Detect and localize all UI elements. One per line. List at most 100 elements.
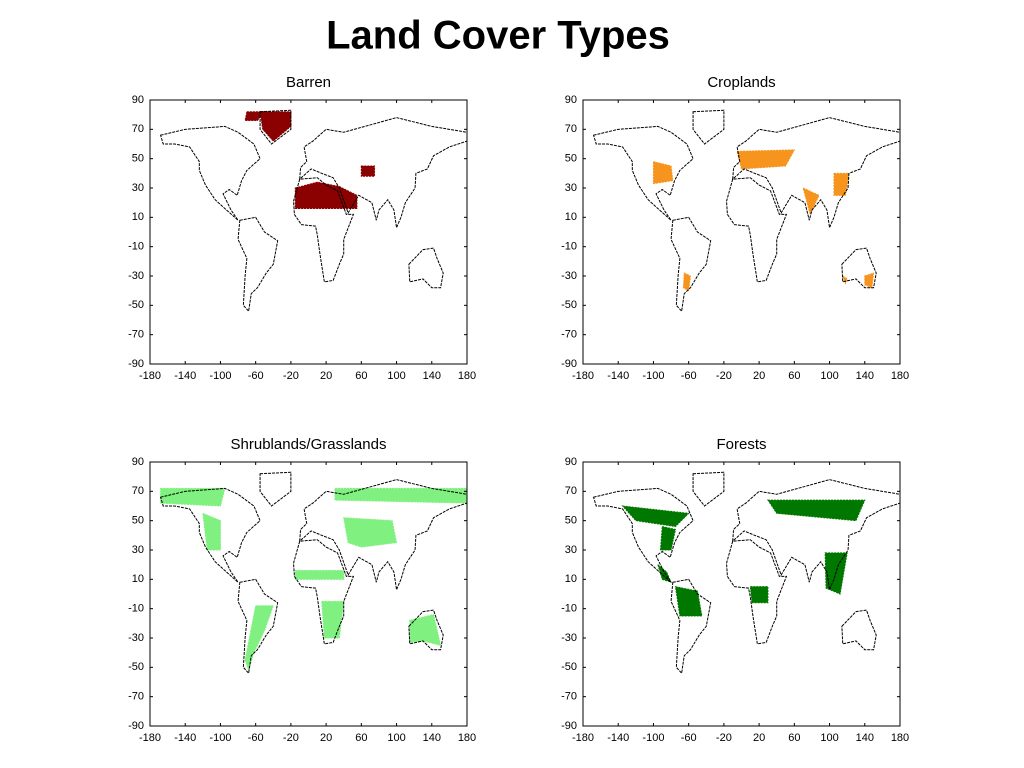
x-tick-label: -60 bbox=[681, 732, 697, 744]
x-tick-label: -20 bbox=[283, 370, 299, 382]
x-tick-label: 20 bbox=[753, 732, 765, 744]
coastline bbox=[670, 216, 712, 313]
plot-frame bbox=[582, 99, 901, 365]
y-tick-label: -90 bbox=[561, 358, 577, 370]
land-cover-region bbox=[621, 505, 690, 528]
y-tick-label: -90 bbox=[128, 358, 144, 370]
y-tick-label: 50 bbox=[565, 153, 577, 165]
y-tick-label: 90 bbox=[565, 94, 577, 106]
x-tick-label: 60 bbox=[788, 370, 800, 382]
map-panel: Forests -180 -140 -100 -60 -20 20 60 100 140 180 90… bbox=[561, 436, 909, 744]
y-tick-label: -30 bbox=[128, 632, 144, 644]
x-tick-label: -180 bbox=[139, 732, 161, 744]
y-tick-label: 90 bbox=[132, 456, 144, 468]
x-tick-label: 20 bbox=[753, 370, 765, 382]
y-tick-label: -70 bbox=[128, 329, 144, 341]
y-tick-label: -50 bbox=[561, 661, 577, 673]
land-cover-region bbox=[259, 111, 292, 142]
x-tick-label: 100 bbox=[387, 732, 405, 744]
coastline bbox=[670, 578, 712, 675]
y-tick-label: -10 bbox=[128, 241, 144, 253]
x-tick-label: -20 bbox=[283, 732, 299, 744]
y-tick-label: 30 bbox=[565, 544, 577, 556]
coastline bbox=[159, 125, 261, 221]
y-tick-label: -10 bbox=[561, 241, 577, 253]
y-tick-label: -30 bbox=[561, 270, 577, 282]
land-cover-region bbox=[659, 525, 677, 551]
coastline bbox=[841, 247, 877, 289]
land-cover-region bbox=[294, 570, 345, 580]
y-tick-label: 70 bbox=[565, 123, 577, 135]
x-tick-label: 100 bbox=[820, 732, 838, 744]
coastline bbox=[408, 247, 444, 289]
y-tick-label: 90 bbox=[132, 94, 144, 106]
x-tick-label: 100 bbox=[387, 370, 405, 382]
x-tick-label: -100 bbox=[642, 370, 664, 382]
y-tick-label: -70 bbox=[561, 691, 577, 703]
land-cover-region bbox=[766, 499, 866, 522]
land-cover-region bbox=[674, 586, 703, 617]
land-cover-region bbox=[841, 274, 848, 285]
x-tick-label: -60 bbox=[248, 732, 264, 744]
panel-title: Forests bbox=[716, 436, 766, 453]
coastline bbox=[592, 487, 694, 583]
y-tick-label: 70 bbox=[132, 485, 144, 497]
y-tick-label: 10 bbox=[565, 573, 577, 585]
y-tick-label: 10 bbox=[565, 211, 577, 223]
land-cover-region bbox=[294, 181, 358, 210]
x-tick-label: 60 bbox=[355, 732, 367, 744]
y-tick-label: -30 bbox=[128, 270, 144, 282]
x-tick-label: 100 bbox=[820, 370, 838, 382]
x-tick-label: 180 bbox=[891, 370, 909, 382]
coastline bbox=[841, 609, 877, 651]
coastline bbox=[726, 177, 788, 283]
x-tick-label: 60 bbox=[788, 732, 800, 744]
x-tick-label: -140 bbox=[607, 370, 629, 382]
land-cover-region bbox=[409, 613, 442, 647]
y-tick-label: -10 bbox=[128, 603, 144, 615]
panel-title: Shrublands/Grasslands bbox=[231, 436, 387, 453]
land-cover-region bbox=[749, 586, 769, 604]
y-tick-label: -30 bbox=[561, 632, 577, 644]
plot-frame bbox=[149, 461, 468, 727]
land-cover-region bbox=[864, 272, 875, 289]
coastline bbox=[259, 109, 292, 145]
y-tick-label: 50 bbox=[565, 515, 577, 527]
y-tick-label: 10 bbox=[132, 573, 144, 585]
x-tick-label: -180 bbox=[572, 732, 594, 744]
x-tick-label: -60 bbox=[248, 370, 264, 382]
y-tick-label: -50 bbox=[561, 299, 577, 311]
coastline bbox=[692, 109, 725, 145]
land-cover-region bbox=[244, 605, 274, 672]
x-tick-label: -140 bbox=[174, 732, 196, 744]
land-cover-region bbox=[736, 149, 796, 170]
x-tick-label: -60 bbox=[681, 370, 697, 382]
y-tick-label: -90 bbox=[128, 720, 144, 732]
y-tick-label: 70 bbox=[132, 123, 144, 135]
slide-title: Land Cover Types bbox=[326, 14, 670, 58]
x-tick-label: 140 bbox=[856, 370, 874, 382]
coastline bbox=[299, 479, 468, 592]
coastline bbox=[408, 609, 444, 651]
land-cover-region bbox=[202, 512, 221, 551]
y-tick-label: 10 bbox=[132, 211, 144, 223]
y-tick-label: -50 bbox=[128, 661, 144, 673]
y-tick-label: 90 bbox=[565, 456, 577, 468]
y-tick-label: -90 bbox=[561, 720, 577, 732]
land-cover-region bbox=[682, 272, 691, 292]
x-tick-label: -180 bbox=[139, 370, 161, 382]
x-tick-label: 60 bbox=[355, 370, 367, 382]
y-tick-label: 30 bbox=[132, 544, 144, 556]
panel-title: Barren bbox=[286, 74, 331, 91]
land-cover-region bbox=[833, 172, 850, 196]
x-tick-label: -180 bbox=[572, 370, 594, 382]
x-tick-label: -100 bbox=[209, 370, 231, 382]
coastline bbox=[159, 487, 261, 583]
panel-title: Croplands bbox=[707, 74, 775, 91]
x-tick-label: -140 bbox=[607, 732, 629, 744]
coastline bbox=[732, 117, 901, 230]
map-panel: Shrublands/Grasslands -180 -140 -100 -60 -20 2… bbox=[128, 436, 476, 744]
coastline bbox=[732, 479, 901, 592]
coastline bbox=[299, 117, 468, 230]
y-tick-label: 50 bbox=[132, 515, 144, 527]
